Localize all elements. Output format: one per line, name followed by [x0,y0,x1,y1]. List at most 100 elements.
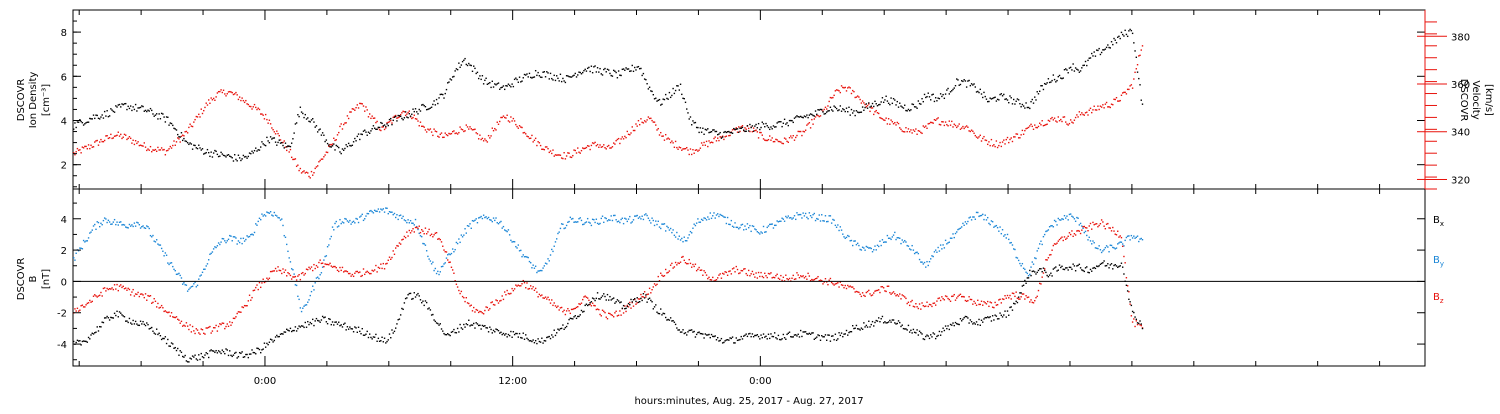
bz-point [368,272,371,275]
by-point [290,268,293,270]
by-point [370,209,372,212]
velocity-point [895,124,897,126]
velocity-point [316,165,319,167]
by-point [537,270,539,272]
velocity-point [313,172,315,174]
velocity-point [295,165,298,168]
velocity-point [257,107,259,109]
bz-point [833,284,835,286]
bx-point [915,332,917,334]
density-point [406,116,408,118]
bx-point [856,328,859,330]
bx-point [947,325,949,327]
density-point [713,129,715,131]
bx-point [797,333,799,336]
bx-point [764,336,766,338]
by-point [637,217,640,219]
velocity-point [622,138,625,140]
bz-point [1035,296,1037,299]
bx-point [469,325,471,327]
bx-point [1045,271,1047,274]
bx-point [652,308,655,310]
velocity-point [834,90,837,92]
bz-point [845,287,848,290]
bx-point [729,337,731,339]
density-point [255,147,257,149]
by-point [180,277,183,279]
by-point [474,219,476,222]
bx-point [790,335,792,338]
bz-point [972,303,974,305]
density-point [669,96,672,99]
velocity-point [105,135,107,137]
by-point [183,282,185,284]
density-point [1113,37,1115,40]
bx-point [155,328,158,330]
bz-point [1056,242,1058,244]
density-point [240,159,242,162]
by-point [313,289,315,291]
density-point [682,97,684,100]
by-point [1022,267,1025,270]
velocity-point [210,97,212,99]
bx-point [1004,310,1006,312]
bz-point [107,288,110,291]
by-point [232,236,235,238]
b-ylabel-line1: DSCOVR [16,258,27,301]
density-point [412,108,414,110]
velocity-point [381,126,383,128]
density-point [864,106,866,109]
density-point [871,102,874,105]
by-point [717,213,719,215]
velocity-point [879,116,881,119]
bz-point [949,300,952,302]
bz-point [693,265,695,268]
velocity-point [125,134,127,136]
density-point [288,145,290,147]
bx-point [1081,269,1083,271]
by-point [626,220,628,223]
velocity-point [1016,133,1019,135]
bx-point [1135,318,1138,321]
density-point [127,105,129,108]
density-point [485,77,487,79]
velocity-point [931,121,933,124]
bx-point [689,329,692,332]
velocity-point [1014,136,1016,138]
velocity-point [638,123,641,126]
bx-point [433,319,435,321]
velocity-point [603,144,605,146]
by-point [1052,226,1055,228]
by-point [1139,238,1141,240]
by-point [289,261,292,263]
by-point [262,215,264,217]
by-point [801,217,803,219]
by-point [1067,219,1069,221]
bx-point [335,321,337,323]
bx-point [241,351,243,353]
bx-point [428,307,430,309]
bx-point [425,301,428,304]
bz-point [1025,295,1027,297]
bz-point [709,278,711,281]
bz-point [1051,249,1053,251]
by-point [122,223,124,226]
bz-point [419,231,422,234]
density-point [972,84,974,86]
by-point [671,231,673,234]
velocity-point [860,102,863,104]
bz-point [1113,230,1115,232]
density-point [728,130,730,133]
by-point [764,231,766,233]
velocity-point [522,132,524,134]
bx-point [364,334,366,336]
velocity-point [1138,55,1140,57]
by-point [762,225,765,228]
bx-point [131,323,133,325]
velocity-point [217,90,220,93]
velocity-point [1031,125,1033,128]
bz-point [475,308,477,311]
density-point [615,71,617,74]
density-point [357,133,360,135]
bz-point [844,284,846,287]
